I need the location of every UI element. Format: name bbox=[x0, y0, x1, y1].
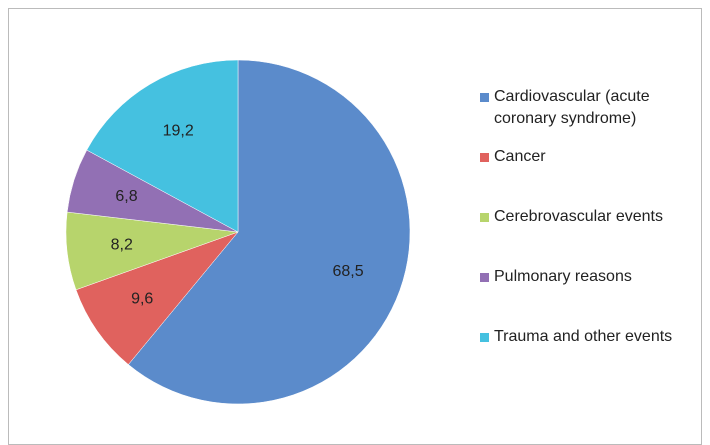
legend-label: Trauma and other events bbox=[494, 328, 673, 345]
legend-swatch bbox=[480, 93, 489, 102]
legend-item: Pulmonary reasons bbox=[480, 266, 695, 326]
legend-swatch bbox=[480, 213, 489, 222]
legend-item: Trauma and other events bbox=[480, 326, 695, 386]
data-label: 9,6 bbox=[131, 290, 153, 307]
legend-label: Cancer bbox=[494, 148, 546, 165]
pie-slice bbox=[75, 231, 239, 365]
pie-slice bbox=[128, 59, 411, 405]
legend-label: Cerebrovascular events bbox=[494, 208, 663, 225]
data-label: 6,8 bbox=[115, 188, 137, 205]
pie-slice bbox=[86, 59, 239, 233]
data-label: 19,2 bbox=[163, 123, 194, 140]
legend-item: Cardiovascular (acute coronary syndrome) bbox=[480, 86, 695, 146]
legend-item: Cancer bbox=[480, 146, 695, 206]
legend-item: Cerebrovascular events bbox=[480, 206, 695, 266]
legend-label: Pulmonary reasons bbox=[494, 268, 632, 285]
legend-label: Cardiovascular (acute coronary syndrome) bbox=[494, 88, 650, 127]
legend-swatch bbox=[480, 273, 489, 282]
data-label: 68,5 bbox=[332, 263, 363, 280]
data-label: 8,2 bbox=[111, 236, 133, 253]
legend: Cardiovascular (acute coronary syndrome)… bbox=[480, 86, 695, 386]
legend-swatch bbox=[480, 333, 489, 342]
legend-swatch bbox=[480, 153, 489, 162]
